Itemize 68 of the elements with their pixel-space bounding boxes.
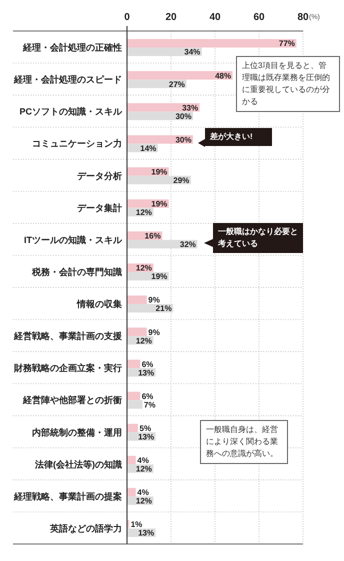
y-tick-label: データ集計 bbox=[77, 202, 122, 213]
x-tick-label: 20 bbox=[165, 12, 177, 23]
y-tick-label: 情報の収集 bbox=[76, 299, 122, 310]
bar bbox=[127, 488, 136, 496]
y-tick-label: 法律(会社法等)の知識 bbox=[34, 459, 122, 470]
bar bbox=[127, 400, 142, 409]
bar bbox=[127, 71, 233, 80]
data-label: 33% bbox=[182, 103, 198, 112]
data-label: 12% bbox=[136, 464, 152, 474]
y-tick-label: 税務・会計の専門知識 bbox=[31, 266, 122, 277]
data-label: 12% bbox=[136, 496, 152, 506]
data-label: 13% bbox=[138, 368, 154, 378]
bar bbox=[127, 48, 202, 56]
x-tick-label: 0 bbox=[124, 12, 130, 23]
x-tick-label: 60 bbox=[253, 12, 265, 23]
data-label: 13% bbox=[138, 528, 154, 538]
annotation: 一般職自身は、経営により深く関わる業務への意識が高い。 bbox=[200, 420, 288, 464]
bar bbox=[127, 392, 140, 400]
y-tick-label: 内部統制の整備・運用 bbox=[32, 427, 122, 438]
annotation: 上位3項目を見ると、管理職は既存業務を圧倒的に重要視しているのが分かる bbox=[236, 56, 340, 112]
data-label: 14% bbox=[140, 144, 156, 153]
bar bbox=[127, 39, 296, 48]
y-tick-label: データ分析 bbox=[77, 170, 122, 181]
data-label: 30% bbox=[175, 112, 192, 121]
y-tick-label: 財務戦略の企画立案・実行 bbox=[13, 363, 122, 374]
x-tick-label: 40 bbox=[209, 12, 221, 23]
data-label: 19% bbox=[151, 200, 168, 209]
y-tick-label: コミュニケーション力 bbox=[32, 138, 122, 149]
data-label: 19% bbox=[151, 272, 168, 282]
data-label: 34% bbox=[184, 48, 200, 57]
bar bbox=[127, 296, 147, 304]
data-label: 5% bbox=[140, 424, 152, 433]
data-label: 48% bbox=[215, 71, 232, 80]
data-label: 6% bbox=[142, 392, 154, 401]
data-label: 30% bbox=[175, 135, 192, 144]
bar bbox=[127, 360, 140, 368]
data-label: 4% bbox=[137, 456, 149, 466]
data-label: 12% bbox=[136, 264, 152, 273]
data-label: 29% bbox=[173, 176, 190, 185]
data-label: 1% bbox=[130, 520, 142, 530]
data-label: 12% bbox=[136, 208, 152, 218]
y-tick-label: 経営戦略、事業計画の支援 bbox=[13, 331, 123, 342]
bar bbox=[127, 328, 147, 336]
bar bbox=[127, 456, 136, 464]
data-label: 12% bbox=[136, 336, 152, 346]
y-tick-label: 経理戦略、事業計画の提案 bbox=[13, 491, 122, 502]
y-tick-label: 経理・会計処理の正確性 bbox=[22, 42, 122, 53]
data-label: 13% bbox=[138, 432, 154, 442]
data-label: 32% bbox=[180, 240, 196, 250]
y-tick-label: 経理・会計処理のスピード bbox=[13, 74, 122, 85]
y-tick-label: 経営陣や他部署との折衝 bbox=[22, 395, 122, 406]
data-label: 7% bbox=[144, 400, 156, 410]
data-label: 77% bbox=[278, 39, 295, 48]
data-label: 21% bbox=[156, 304, 172, 314]
y-tick-label: ITツールの知識・スキル bbox=[24, 234, 123, 245]
data-label: 4% bbox=[137, 488, 149, 498]
annotation: 一般職はかなり必要と考えている bbox=[213, 223, 303, 253]
data-label: 6% bbox=[142, 360, 154, 369]
x-tick-label: 80 bbox=[297, 12, 309, 23]
annotation: 差が大きい! bbox=[205, 128, 272, 146]
data-label: 9% bbox=[148, 328, 160, 337]
data-label: 9% bbox=[148, 296, 160, 305]
y-tick-label: PCソフトの知識・スキル bbox=[19, 106, 123, 117]
data-label: 27% bbox=[168, 80, 185, 89]
data-label: 16% bbox=[144, 232, 161, 241]
bar bbox=[127, 424, 138, 432]
y-tick-label: 英語などの語学力 bbox=[49, 523, 122, 534]
data-label: 19% bbox=[151, 167, 168, 176]
